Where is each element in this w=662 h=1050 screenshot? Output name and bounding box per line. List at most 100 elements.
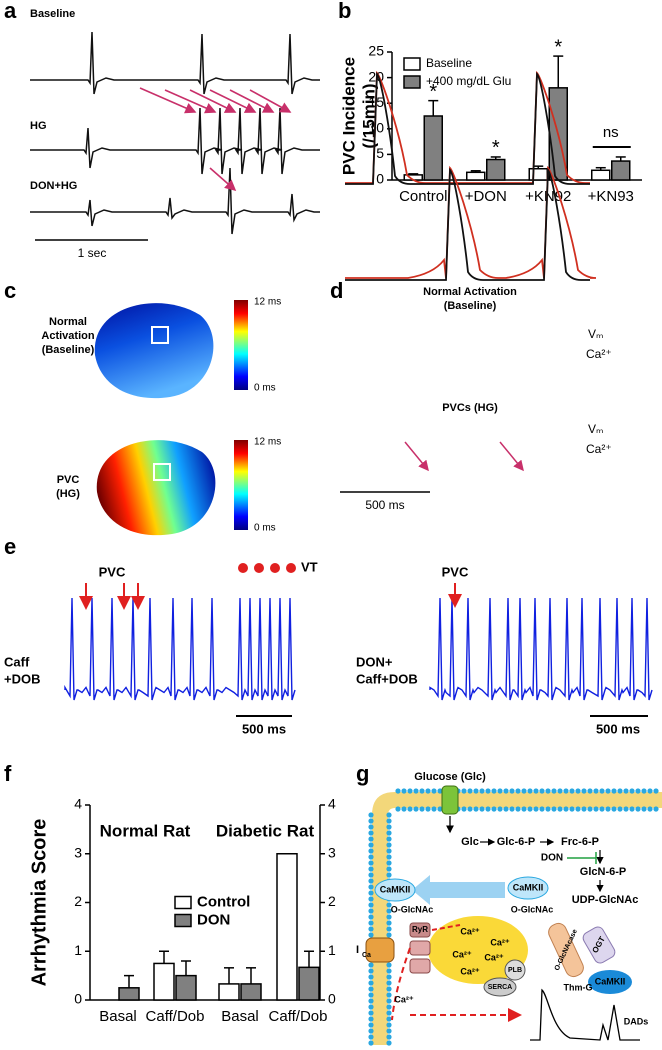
lipid [368,1034,374,1040]
vt-dot [286,563,296,573]
legend-label: Control [197,893,250,910]
dad-trace [530,988,640,1041]
lipid [485,788,491,794]
lipid [569,788,575,794]
lipid [386,854,392,860]
diagram-label: DADs [624,1016,649,1026]
lipid [368,836,374,842]
lipid [485,806,491,812]
arrow [404,441,429,472]
bar [175,974,197,1001]
y-axis-label: (/15min) [359,83,378,148]
lipid [368,914,374,920]
lipid [368,896,374,902]
lipid [386,920,392,926]
lipid [521,788,527,794]
lipid [581,806,587,812]
lipid [401,788,407,794]
ca-release [431,924,461,931]
panel-letter: a [4,0,17,23]
arrow [209,89,257,113]
diagram-label: O-GlcNAc [391,904,434,914]
lipid [521,806,527,812]
lipid [653,806,659,812]
activation-map [96,440,216,536]
diagram-label: Frc-6-P [561,836,599,848]
lipid [368,932,374,938]
diagram-label: CaMKII [513,882,544,892]
panel-letter: b [338,0,351,23]
lipid [386,986,392,992]
lipid [491,788,497,794]
bar [153,962,175,1001]
y-tick-label: 1 [74,942,82,958]
lipid [611,806,617,812]
lipid [368,872,374,878]
lipid [497,788,503,794]
lipid [386,992,392,998]
lipid [386,926,392,932]
lipid [386,1034,392,1040]
panel-letter: c [4,278,16,303]
inhibit [567,852,597,864]
lipid [611,788,617,794]
lipid [386,980,392,986]
lipid [527,788,533,794]
colorbar [234,440,248,530]
lipid [557,788,563,794]
lipid [617,788,623,794]
legend-swatch [174,913,192,928]
lipid [386,932,392,938]
lipid [368,1004,374,1010]
error-bar [304,950,314,968]
membrane [372,792,662,1045]
condition-label: +DOB [4,671,40,686]
error-bar [246,967,256,984]
camkii-oval [507,876,549,900]
bar [240,983,262,1001]
lipid [575,788,581,794]
lipid [629,788,635,794]
lipid [425,806,431,812]
x-tick-label: Basal [221,1008,259,1025]
lipid [386,998,392,1004]
lipid [395,788,401,794]
lipid [431,788,437,794]
legend-swatch [403,75,421,89]
group-title: Diabetic Rat [216,821,315,840]
legend-label: Ca²⁺ [586,347,612,361]
lipid [386,866,392,872]
map-label: (Baseline) [42,344,95,356]
diagram-label: Thm-G [564,982,593,992]
error-bar [553,55,564,88]
group-title: Normal Rat [100,821,191,840]
colorbar-label: 0 ms [254,383,276,394]
lipid [599,806,605,812]
y-tick-label: 0 [74,991,82,1007]
lipid [551,806,557,812]
lipid [368,920,374,926]
lipid [431,806,437,812]
current-label: I [356,944,359,956]
lipid [368,902,374,908]
x-tick-label: +KN93 [588,188,634,205]
event-label: PVC [99,564,126,579]
diagram-label: Ca²⁺ [460,966,480,976]
trace-title: (Baseline) [444,300,497,312]
arrow [139,87,197,114]
lipid [437,806,443,812]
bar [611,160,631,181]
lipid [605,806,611,812]
lipid [368,974,374,980]
diagram-label: Ca²⁺ [484,952,504,962]
arrow [164,89,217,114]
condition-label: Caff+DOB [356,671,418,686]
lipid [368,860,374,866]
don-hg-trace [30,167,320,235]
event-label: PVC [442,564,469,579]
trace-label: DON+HG [30,180,77,192]
lipid [539,788,545,794]
lipid [386,908,392,914]
map-label: Activation [41,330,94,342]
lipid [386,914,392,920]
